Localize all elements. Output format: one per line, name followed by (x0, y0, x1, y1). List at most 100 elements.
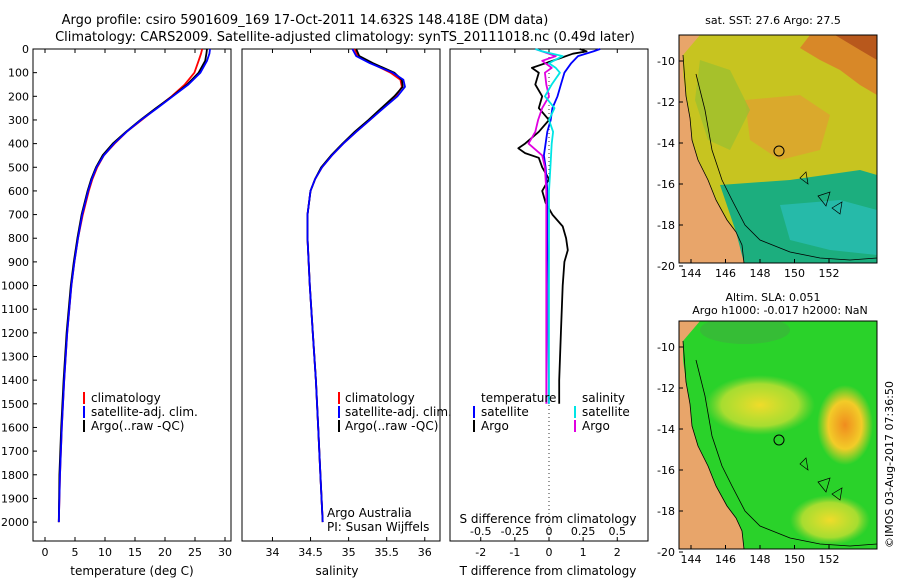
y-tick-label: 300 (8, 114, 29, 127)
map-y-tick-label: -16 (657, 464, 675, 477)
map-x-tick-label: 146 (715, 553, 736, 566)
sla-argo-marker (773, 434, 785, 446)
y-tick-label: 100 (8, 67, 29, 80)
sst-map (679, 35, 877, 263)
y-tick-label: 1700 (1, 445, 29, 458)
x-tick-label: 5 (72, 546, 79, 559)
sal-argo-line (306, 48, 404, 523)
credit-stamp: ©IMOS 03-Aug-2017 07:36:50 (883, 381, 896, 548)
x2-tick-label: 0 (546, 525, 553, 538)
legend-satellite-label: satellite-adj. clim. (91, 405, 198, 419)
y-tick-label: 1600 (1, 421, 29, 434)
temp-satellite-line (57, 48, 211, 523)
legend-climatology-label: climatology (345, 391, 415, 405)
legend-argo-label: Argo(..raw -QC) (345, 419, 438, 433)
sst-lightgreen-patch (695, 60, 750, 150)
y-tick-label: 1000 (1, 280, 29, 293)
x-tick-label: 25 (188, 546, 202, 559)
sla-yellow-patch (705, 375, 815, 435)
y-tick-label: 1200 (1, 327, 29, 340)
x-tick-label: -2 (475, 546, 486, 559)
sla-map-frame (678, 320, 878, 550)
difference-legend: temperature satellite Argo salinity sate… (473, 391, 630, 433)
map-y-tick-label: -10 (657, 341, 675, 354)
y-tick-label: 400 (8, 138, 29, 151)
x-tick-label: 30 (218, 546, 232, 559)
sst-map-axes: 144 146 148 150 152 -10 -12 -14 -16 -18 -20 (657, 55, 839, 280)
map-x-tick-label: 150 (784, 553, 805, 566)
legend-t-satellite-label: satellite (481, 405, 529, 419)
sla-map-title-1: Altim. SLA: 0.051 (725, 291, 820, 304)
sla-map-title-2: Argo h1000: -0.017 h2000: NaN (692, 304, 868, 317)
legend-satellite-label: satellite-adj. clim. (345, 405, 452, 419)
map-y-tick-label: -12 (657, 96, 675, 109)
y-tick-label: 1300 (1, 351, 29, 364)
legend-t-argo-label: Argo (481, 419, 509, 433)
title-line-1: Argo profile: csiro 5901609_169 17-Oct-2… (62, 13, 549, 28)
title-line-2: Climatology: CARS2009. Satellite-adjuste… (55, 30, 635, 45)
sal-climatology-line (306, 48, 403, 523)
temp-climatology-line (57, 48, 204, 523)
sst-reefs (799, 171, 843, 215)
sla-map (679, 321, 877, 549)
y-tick-label: 200 (8, 90, 29, 103)
x-tick-label: 15 (128, 546, 142, 559)
map-y-tick-label: -10 (657, 55, 675, 68)
map-x-tick-label: 152 (819, 267, 840, 280)
sst-cyan-patch (780, 200, 877, 255)
annotation-line-1: Argo Australia (327, 506, 412, 520)
sst-argo-marker (773, 145, 785, 157)
x-tick-label: 34.5 (298, 546, 323, 559)
x-tick-label: 0 (546, 546, 553, 559)
temperature-legend: climatology satellite-adj. clim. Argo(..… (83, 391, 198, 433)
x-tick-label: 35.5 (374, 546, 399, 559)
temp-argo-line (57, 48, 208, 523)
x2-tick-label: -0.25 (501, 525, 529, 538)
y-tick-label: 800 (8, 232, 29, 245)
legend-argo-label: Argo(..raw -QC) (91, 419, 184, 433)
sla-map-axes: 144 146 148 150 152 -10 -12 -14 -16 -18 -20 (657, 341, 839, 566)
x-tick-label: 35 (342, 546, 356, 559)
x-tick-label: 0 (42, 546, 49, 559)
temperature-x-label: temperature (deg C) (70, 564, 193, 578)
x2-tick-label: 0.5 (609, 525, 627, 538)
salinity-x-label: salinity (315, 564, 358, 578)
diff-s-satellite-line (535, 48, 564, 404)
s-difference-label: S difference from climatology (460, 512, 637, 526)
diff-s-argo-line (527, 48, 557, 404)
sal-satellite-line (306, 48, 406, 523)
sst-map-title: sat. SST: 27.6 Argo: 27.5 (705, 14, 841, 27)
sla-depth-contour (695, 359, 877, 547)
y-tick-label: 1500 (1, 398, 29, 411)
map-x-tick-label: 144 (681, 553, 702, 566)
y-tick-label: 0 (22, 43, 29, 56)
diff-t-satellite-line (543, 48, 601, 404)
x-tick-label: 2 (614, 546, 621, 559)
y-tick-label: 600 (8, 185, 29, 198)
y-tick-label: 900 (8, 256, 29, 269)
x-tick-label: 10 (98, 546, 112, 559)
map-y-tick-label: -18 (657, 219, 675, 232)
map-y-tick-label: -16 (657, 178, 675, 191)
y-tick-label: 1800 (1, 469, 29, 482)
y-tick-label: 2000 (1, 516, 29, 529)
sst-warm-patch (800, 35, 877, 95)
sla-orange-patch (817, 385, 873, 465)
sst-depth-contour (695, 73, 877, 261)
map-y-tick-label: -12 (657, 382, 675, 395)
sla-dark-patch (700, 321, 790, 344)
sst-coastline (682, 54, 745, 263)
x2-tick-label: 0.25 (571, 525, 596, 538)
y-tick-label: 1900 (1, 492, 29, 505)
salinity-plot-frame (241, 48, 441, 542)
legend-s-satellite-label: satellite (582, 405, 630, 419)
x-tick-label: 36 (418, 546, 432, 559)
sla-yellow-patch-2 (790, 495, 870, 545)
map-y-tick-label: -20 (657, 260, 675, 273)
x-tick-label: -1 (509, 546, 520, 559)
sla-coastline (682, 340, 745, 549)
map-x-tick-label: 148 (750, 267, 771, 280)
x-tick-label: 1 (580, 546, 587, 559)
salinity-legend: climatology satellite-adj. clim. Argo(..… (338, 391, 452, 433)
